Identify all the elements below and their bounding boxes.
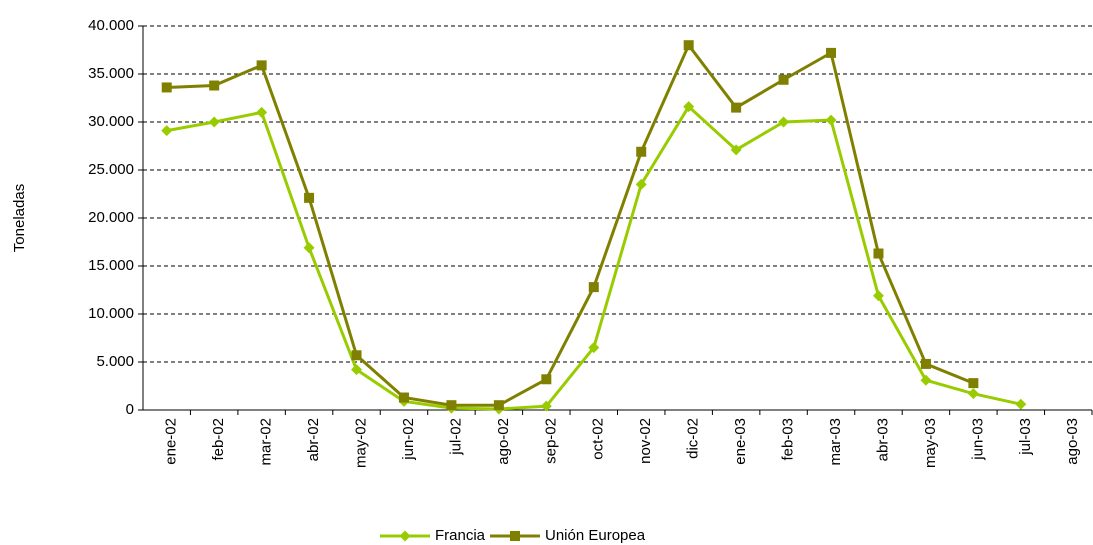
y-axis-label: Toneladas <box>11 184 28 252</box>
legend-marker <box>399 530 411 542</box>
data-point <box>540 400 552 412</box>
x-tick-label: nov-02 <box>637 418 654 464</box>
data-point <box>968 378 979 389</box>
data-point <box>493 400 504 411</box>
data-point <box>303 242 315 254</box>
x-tick-label: jun-02 <box>400 418 417 461</box>
data-point <box>920 358 931 369</box>
x-tick-label: may-03 <box>922 418 939 468</box>
y-tick-label: 15.000 <box>88 257 134 274</box>
data-point <box>161 82 172 93</box>
data-point <box>541 374 552 385</box>
legend-label: Francia <box>435 527 486 544</box>
data-point <box>731 102 742 113</box>
data-point <box>920 374 932 386</box>
x-tick-label: feb-02 <box>210 418 227 461</box>
x-tick-label: ene-03 <box>732 418 749 465</box>
data-point <box>778 74 789 85</box>
data-point <box>256 106 268 118</box>
x-tick-label: jul-02 <box>447 418 464 456</box>
data-point <box>256 60 267 71</box>
data-point <box>209 80 220 91</box>
y-tick-label: 10.000 <box>88 305 134 322</box>
data-point <box>588 342 600 354</box>
x-tick-label: may-02 <box>352 418 369 468</box>
legend-label: Unión Europea <box>545 527 646 544</box>
x-tick-label: ago-03 <box>1064 418 1081 465</box>
data-point <box>1015 398 1027 410</box>
x-tick-label: sep-02 <box>542 418 559 464</box>
x-tick-label: abr-03 <box>874 418 891 461</box>
data-point <box>826 47 837 58</box>
data-point <box>635 178 647 190</box>
x-tick-label: dic-02 <box>685 418 702 459</box>
y-tick-label: 35.000 <box>88 65 134 82</box>
x-tick-label: jun-03 <box>969 418 986 461</box>
data-point <box>398 392 409 403</box>
data-point <box>588 282 599 293</box>
data-point <box>873 248 884 259</box>
x-tick-label: ene-02 <box>163 418 180 465</box>
x-tick-label: mar-03 <box>827 418 844 466</box>
x-tick-label: feb-03 <box>780 418 797 461</box>
series-line <box>166 104 1022 411</box>
data-point <box>161 125 173 137</box>
y-tick-label: 20.000 <box>88 209 134 226</box>
data-point <box>967 388 979 400</box>
data-point <box>351 364 363 376</box>
y-tick-label: 40.000 <box>88 17 134 34</box>
data-point <box>208 116 220 128</box>
x-tick-label: ago-02 <box>495 418 512 465</box>
data-point <box>446 400 457 411</box>
data-point <box>825 114 837 126</box>
data-point <box>683 40 694 51</box>
data-point <box>683 101 695 113</box>
series-line <box>166 42 974 407</box>
data-point <box>778 116 790 128</box>
legend-marker <box>510 531 520 541</box>
data-point <box>351 350 362 361</box>
x-tick-label: mar-02 <box>258 418 275 466</box>
y-tick-label: 5.000 <box>96 353 134 370</box>
y-tick-label: 25.000 <box>88 161 134 178</box>
data-point <box>304 192 315 203</box>
x-tick-label: abr-02 <box>305 418 322 461</box>
data-point <box>872 290 884 302</box>
y-tick-label: 30.000 <box>88 113 134 130</box>
y-tick-label: 0 <box>126 401 134 418</box>
x-tick-label: oct-02 <box>590 418 607 460</box>
data-point <box>730 144 742 156</box>
x-tick-label: jul-03 <box>1017 418 1034 456</box>
data-point <box>636 146 647 157</box>
